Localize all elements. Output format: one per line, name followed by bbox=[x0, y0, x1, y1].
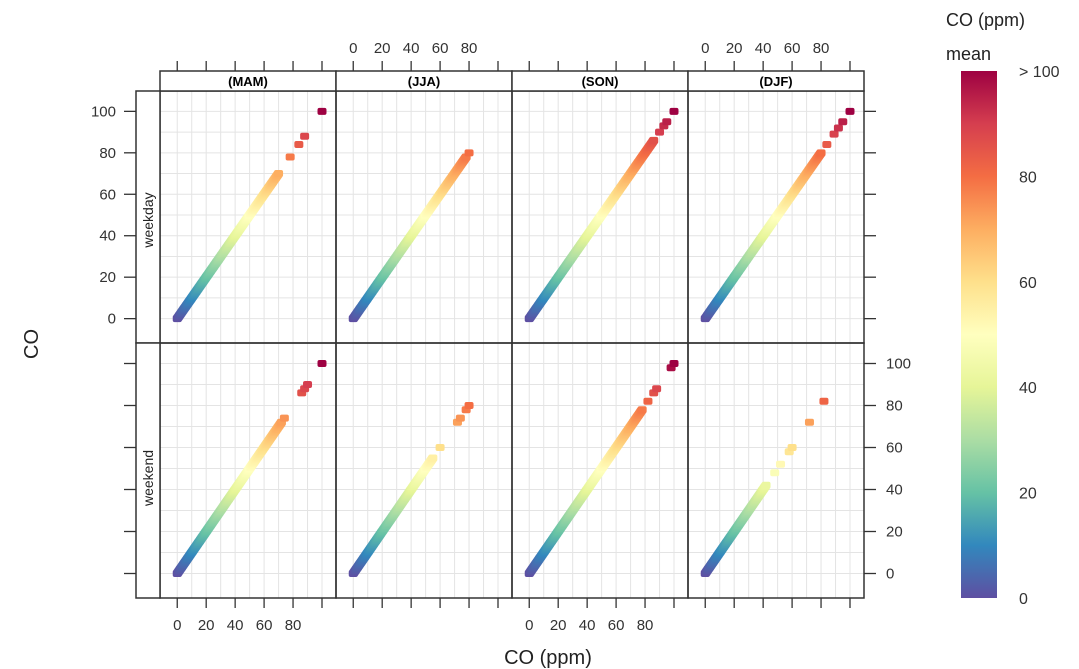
x-tick-label: 80 bbox=[813, 40, 830, 57]
legend-tick-label: 20 bbox=[1019, 486, 1037, 503]
x-tick-label: 20 bbox=[374, 40, 391, 57]
data-points bbox=[172, 107, 855, 577]
data-point bbox=[464, 149, 474, 157]
strip-label: (MAM) bbox=[228, 74, 268, 89]
x-tick-label: 60 bbox=[784, 40, 801, 57]
legend-tick-label: > 100 bbox=[1019, 64, 1060, 81]
legend-title-line2: mean bbox=[946, 44, 991, 64]
data-point bbox=[428, 454, 438, 462]
data-point bbox=[829, 130, 839, 138]
y-tick-label: 20 bbox=[99, 269, 116, 286]
data-point bbox=[455, 414, 465, 422]
y-tick-label: 100 bbox=[91, 103, 116, 120]
row-label: weekday bbox=[140, 192, 156, 248]
x-tick-label: 0 bbox=[173, 617, 181, 634]
data-point bbox=[822, 141, 832, 149]
row-labels: weekday weekend bbox=[135, 90, 161, 599]
strip-box bbox=[687, 70, 865, 92]
y-tick-label: 60 bbox=[886, 440, 903, 457]
legend-tick-label: 40 bbox=[1019, 380, 1037, 397]
x-tick-label: 20 bbox=[550, 617, 567, 634]
data-point bbox=[317, 360, 327, 367]
data-point bbox=[317, 107, 327, 115]
x-tick-label: 0 bbox=[701, 40, 709, 57]
y-tick-label: 40 bbox=[886, 482, 903, 499]
strip-label: (DJF) bbox=[759, 74, 792, 89]
data-point bbox=[300, 132, 310, 140]
data-point bbox=[655, 128, 665, 136]
x-tick-label: 40 bbox=[755, 40, 772, 57]
data-point bbox=[838, 118, 848, 126]
y-tick-label: 60 bbox=[99, 186, 116, 203]
x-tick-label: 20 bbox=[198, 617, 215, 634]
data-point bbox=[643, 397, 653, 405]
y-tick-label: 0 bbox=[886, 566, 894, 583]
legend-colorbar bbox=[961, 71, 997, 598]
x-tick-label: 60 bbox=[256, 617, 273, 634]
strip-label: (JJA) bbox=[408, 74, 441, 89]
row-strip bbox=[135, 90, 161, 344]
panel-frames bbox=[159, 90, 865, 599]
data-point bbox=[804, 418, 814, 426]
x-tick-label: 60 bbox=[608, 617, 625, 634]
x-tick-label: 40 bbox=[227, 617, 244, 634]
row-label: weekend bbox=[140, 450, 156, 507]
panel-frame bbox=[687, 342, 865, 599]
x-tick-label: 40 bbox=[403, 40, 420, 57]
data-point bbox=[435, 444, 445, 451]
data-point bbox=[637, 406, 647, 414]
y-tick-label: 80 bbox=[886, 398, 903, 415]
data-point bbox=[833, 124, 843, 132]
data-point bbox=[464, 402, 474, 409]
y-tick-label: 40 bbox=[99, 228, 116, 245]
data-point bbox=[294, 141, 304, 149]
data-point bbox=[303, 381, 313, 388]
x-tick-label: 80 bbox=[285, 617, 302, 634]
data-point bbox=[776, 460, 786, 468]
x-tick-label: 80 bbox=[637, 617, 654, 634]
data-point bbox=[285, 153, 295, 161]
legend-tick-label: 80 bbox=[1019, 169, 1037, 186]
y-axis-title: CO bbox=[21, 329, 43, 359]
data-point bbox=[787, 444, 797, 451]
x-tick-label: 40 bbox=[579, 617, 596, 634]
legend-tick-label: 0 bbox=[1019, 591, 1028, 608]
legend-title-line1: CO (ppm) bbox=[946, 10, 1025, 30]
x-axis-title: CO (ppm) bbox=[504, 647, 592, 669]
data-point bbox=[770, 469, 780, 477]
x-tick-label: 0 bbox=[349, 40, 357, 57]
axes: 0 20 40 60 80 100 0 20 40 60 80 100 0 20 40 60 80 0 20 40 60… bbox=[91, 40, 911, 634]
data-point bbox=[649, 136, 659, 144]
data-point bbox=[845, 107, 855, 115]
data-point bbox=[279, 414, 289, 422]
data-point bbox=[652, 385, 662, 393]
x-tick-label: 60 bbox=[432, 40, 449, 57]
legend-ticks: 0 20 40 60 80 > 100 bbox=[1019, 64, 1060, 608]
data-point bbox=[761, 481, 771, 489]
data-point bbox=[274, 170, 284, 178]
data-point bbox=[816, 149, 826, 157]
x-tick-label: 20 bbox=[726, 40, 743, 57]
column-strips: (MAM) (JJA) (SON) (DJF) bbox=[159, 70, 865, 92]
data-point bbox=[669, 360, 679, 367]
y-tick-label: 20 bbox=[886, 524, 903, 541]
row-strip bbox=[135, 342, 161, 599]
y-tick-label: 100 bbox=[886, 356, 911, 373]
data-point bbox=[819, 397, 829, 405]
strip-label: (SON) bbox=[582, 74, 619, 89]
y-tick-label: 0 bbox=[108, 311, 116, 328]
y-tick-label: 80 bbox=[99, 145, 116, 162]
data-point bbox=[662, 118, 672, 126]
legend: CO (ppm) mean 0 20 40 60 80 > 100 bbox=[946, 10, 1060, 608]
data-point bbox=[669, 107, 679, 115]
legend-tick-label: 60 bbox=[1019, 275, 1037, 292]
x-tick-label: 80 bbox=[461, 40, 478, 57]
x-tick-label: 0 bbox=[525, 617, 533, 634]
